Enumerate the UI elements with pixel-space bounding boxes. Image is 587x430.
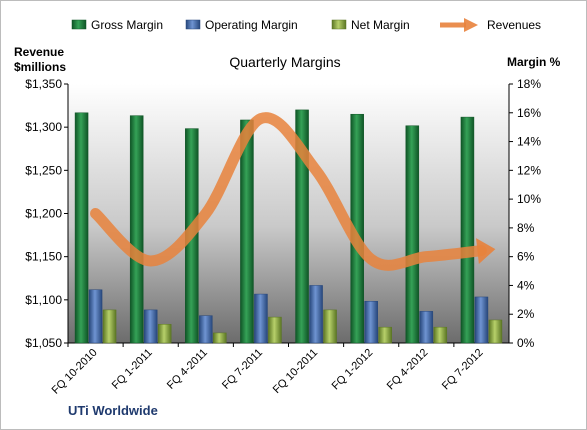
left-axis-tick-label: $1,150 [25,250,62,264]
operating-margin-bar [309,285,323,344]
x-axis-tick-label: FQ 7-2012 [440,347,486,393]
operating-margin-bar [364,301,378,344]
net-margin-bar [157,324,172,344]
x-axis-tick-label: FQ 4-2011 [165,347,210,392]
right-axis-tick-label: 2% [517,307,535,321]
revenues-line [90,112,487,271]
legend-label-revenues: Revenues [487,18,541,32]
gross-margin-bar [240,119,254,344]
legend-swatch-net-margin [331,19,347,30]
right-axis-title: Margin % [507,55,561,69]
net-margin-bar [488,319,503,344]
right-axis-tick-label: 18% [517,77,541,91]
right-axis-tick-label: 6% [517,250,535,264]
right-axis-tick-label: 8% [517,221,535,235]
x-axis-tick-label: FQ 1-2012 [330,347,376,393]
x-axis-tick-label: FQ 4-2012 [385,347,431,393]
revenues-arrowhead [476,238,496,264]
left-axis-title-line1: Revenue [14,45,64,59]
gross-margin-bar [405,125,420,344]
net-margin-bar [378,326,392,344]
legend-label-net-margin: Net Margin [351,18,410,32]
gross-margin-bar [74,112,89,344]
operating-margin-bar [143,309,158,344]
legend: Gross Margin Operating Margin Net Margin… [71,18,541,32]
chart-title: Quarterly Margins [229,54,340,70]
right-axis-tick-label: 16% [517,106,541,120]
left-axis-title-line2: $millions [14,60,66,74]
right-axis-tick-label: 0% [517,336,535,350]
gross-margin-bar [295,109,309,344]
right-axis-tick-label: 12% [517,163,541,177]
gross-margin-bar [460,116,475,344]
right-axis-tick-label: 10% [517,192,541,206]
operating-margin-bar [199,315,213,344]
operating-margin-bar [474,296,489,344]
left-axis-tick-label: $1,350 [25,77,62,91]
net-margin-bar [323,309,337,344]
x-axis-tick-label: FQ 7-2011 [220,347,265,392]
operating-margin-bar [88,289,103,344]
right-axis-tick-label: 14% [517,135,541,149]
left-axis-tick-label: $1,050 [25,336,62,350]
net-margin-bar [268,316,282,344]
left-axis-tick-label: $1,300 [25,120,62,134]
legend-label-operating-margin: Operating Margin [205,18,298,32]
gross-margin-bar [129,115,144,344]
left-axis-tick-label: $1,250 [25,163,62,177]
x-axis-tick-label: FQ 10-2010 [50,347,100,397]
left-axis-tick-label: $1,200 [25,207,62,221]
net-margin-bar [213,332,227,344]
net-margin-bar [102,309,117,344]
x-axis-tick-label: FQ 1-2011 [110,347,155,392]
footer-label: UTi Worldwide [68,403,158,418]
left-axis-tick-label: $1,100 [25,293,62,307]
legend-label-gross-margin: Gross Margin [91,18,163,32]
operating-margin-bar [419,311,434,344]
operating-margin-bar [254,293,268,344]
legend-arrow-revenues [464,18,478,32]
x-axis-tick-label: FQ 10-2011 [271,347,320,396]
legend-swatch-operating-margin [185,19,201,30]
legend-swatch-gross-margin [71,19,87,30]
net-margin-bar [433,326,448,344]
right-axis-tick-label: 4% [517,278,535,292]
